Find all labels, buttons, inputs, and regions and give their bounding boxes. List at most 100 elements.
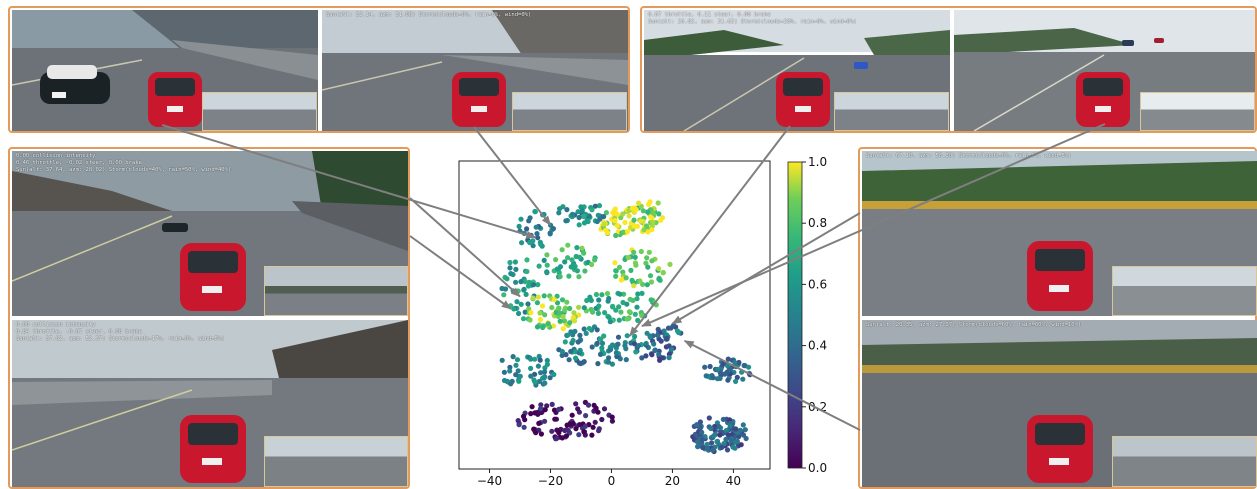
scatter-point — [563, 352, 569, 358]
scatter-point — [586, 325, 593, 332]
scatter-point — [736, 433, 742, 439]
scatter-point — [538, 370, 544, 376]
scatter-point — [530, 243, 536, 249]
scatter-point — [615, 341, 621, 347]
scatter-point — [644, 223, 650, 229]
scatter-point — [621, 229, 627, 235]
scatter-point — [597, 351, 604, 357]
scatter-point — [643, 353, 649, 359]
scatter-point — [532, 356, 538, 362]
scatter-point — [632, 254, 638, 260]
scatter-point — [658, 217, 664, 223]
scatter-point — [601, 406, 608, 412]
scatter-point — [639, 355, 645, 361]
x-tick-label: −40 — [477, 474, 502, 488]
scatter-point — [551, 407, 558, 413]
scatter-point — [576, 274, 582, 280]
scatter-point — [635, 317, 641, 323]
scatter-point — [631, 283, 637, 289]
scatter-point — [582, 268, 588, 274]
inset-view — [1112, 266, 1257, 316]
scene-thumbnail: 0.00 collision intensity 0.84 throttle, … — [12, 320, 408, 487]
scatter-point — [576, 432, 582, 438]
scatter-point — [528, 365, 534, 371]
scatter-point — [559, 352, 565, 358]
x-tick-label: 20 — [665, 474, 680, 488]
scatter-point — [571, 310, 577, 316]
scatter-point — [622, 219, 628, 226]
scatter-point — [644, 255, 650, 261]
scatter-point — [577, 347, 583, 353]
scatter-point — [666, 343, 672, 349]
scatter-point — [667, 261, 673, 267]
scatter-point — [615, 334, 622, 340]
scatter-point — [699, 429, 705, 435]
scatter-point — [541, 257, 547, 263]
scatter-point — [632, 311, 638, 317]
scatter-point — [513, 266, 519, 272]
scatter-point — [633, 262, 639, 268]
scatter-point — [703, 373, 709, 379]
scatter-point — [728, 437, 734, 444]
scatter-point — [557, 318, 563, 324]
scatter-point — [608, 344, 615, 350]
x-tick-label: 0 — [608, 474, 616, 488]
panel-group-top-left: Sun(alt: 32.14, azm: 31.08) Storm(clouds… — [8, 6, 630, 133]
scatter-point — [570, 337, 576, 344]
scatter-point — [740, 376, 746, 382]
scatter-point — [710, 375, 716, 381]
panel-group-right: Sun(alt: 67.10, azm: 56.30) Storm(clouds… — [858, 147, 1257, 489]
scatter-point — [522, 279, 528, 285]
scatter-point — [551, 297, 557, 303]
scatter-point — [694, 439, 701, 445]
scatter-point — [535, 363, 542, 369]
scatter-point — [516, 378, 522, 384]
scatter-point — [524, 268, 530, 275]
scatter-point — [547, 375, 553, 381]
x-axis-ticks: −40 −20 0 20 40 — [477, 469, 741, 488]
scatter-point — [507, 364, 513, 370]
inset-view — [512, 92, 627, 131]
scene-thumbnail: 0.67 throttle, 0.11 steer, 0.00 brake Su… — [644, 10, 950, 131]
scatter-point — [516, 310, 522, 317]
scatter-point — [740, 422, 746, 428]
scatter-point — [556, 210, 562, 216]
scatter-point — [530, 295, 536, 301]
x-tick-label: −20 — [538, 474, 563, 488]
scatter-point — [652, 347, 658, 353]
scatter-point — [527, 215, 533, 221]
scatter-point — [562, 339, 568, 345]
scatter-point — [623, 275, 629, 281]
scatter-point — [699, 436, 706, 442]
scatter-point — [515, 418, 521, 424]
scatter-point — [614, 223, 620, 229]
scatter-point — [519, 240, 525, 246]
scatter-point — [734, 438, 741, 444]
scatter-point — [562, 307, 568, 313]
scatter-point — [583, 330, 589, 336]
inset-view — [834, 92, 949, 131]
scatter-point — [557, 310, 563, 316]
scatter-point — [568, 329, 574, 335]
scene-drawing — [862, 151, 1257, 316]
scatter-point — [535, 294, 541, 300]
scatter-point — [501, 369, 507, 375]
link-arrow — [409, 235, 512, 310]
scatter-point — [549, 401, 555, 407]
scatter-point — [564, 207, 570, 213]
scatter-point — [537, 310, 543, 316]
scatter-point — [582, 423, 589, 429]
scatter-point — [541, 293, 547, 299]
scatter-point — [717, 375, 723, 381]
scatter-point — [629, 277, 635, 283]
scatter-point — [544, 252, 550, 258]
colorbar-tick-label: 0.0 — [808, 461, 827, 475]
scatter-point — [656, 276, 662, 282]
scatter-point — [542, 312, 548, 318]
scatter-point — [589, 432, 595, 438]
scatter-point — [610, 303, 616, 309]
scatter-point — [576, 214, 582, 221]
scatter-point — [532, 208, 538, 215]
inset-view — [264, 436, 408, 487]
scatter-point — [524, 257, 530, 263]
